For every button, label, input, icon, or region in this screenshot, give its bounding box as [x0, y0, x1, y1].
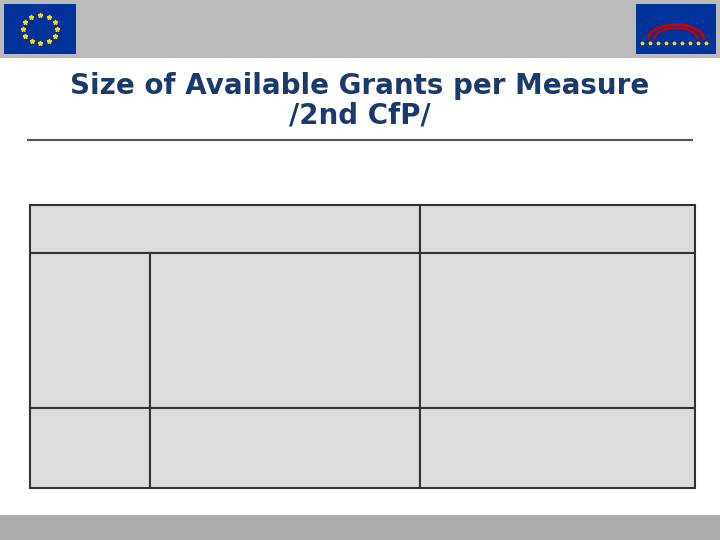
Text: € 20,000 - € 100,000: € 20,000 - € 100,000 [488, 442, 627, 455]
Bar [0, 515, 720, 540]
Bar [420, 253, 695, 408]
Text: Measure: Measure [197, 222, 253, 235]
Text: Exchange of people and
ideas: Exchange of people and ideas [204, 434, 366, 462]
Text: Measure I.1: Measure I.1 [51, 324, 129, 337]
Text: € 100,000 - € 400,000: € 100,000 - € 400,000 [484, 324, 631, 337]
Bar [0, 0, 720, 58]
Text: Measure I.2: Measure I.2 [51, 442, 129, 455]
Bar [4, 4, 76, 54]
Text: Minimum and maximum grant
amount: Minimum and maximum grant amount [456, 215, 659, 243]
Bar [420, 408, 695, 488]
Bar [636, 4, 716, 54]
Text: Improving the
productivity and
competiveness of the
areas’ economic, rural
and e: Improving the productivity and competive… [210, 287, 359, 375]
Bar [420, 205, 695, 253]
Bar [30, 408, 150, 488]
Bar [150, 408, 420, 488]
Text: Size of Available Grants per Measure: Size of Available Grants per Measure [71, 72, 649, 100]
Bar [30, 253, 150, 408]
Bar [150, 253, 420, 408]
Bar [30, 205, 420, 253]
Text: /2nd CfP/: /2nd CfP/ [289, 102, 431, 130]
